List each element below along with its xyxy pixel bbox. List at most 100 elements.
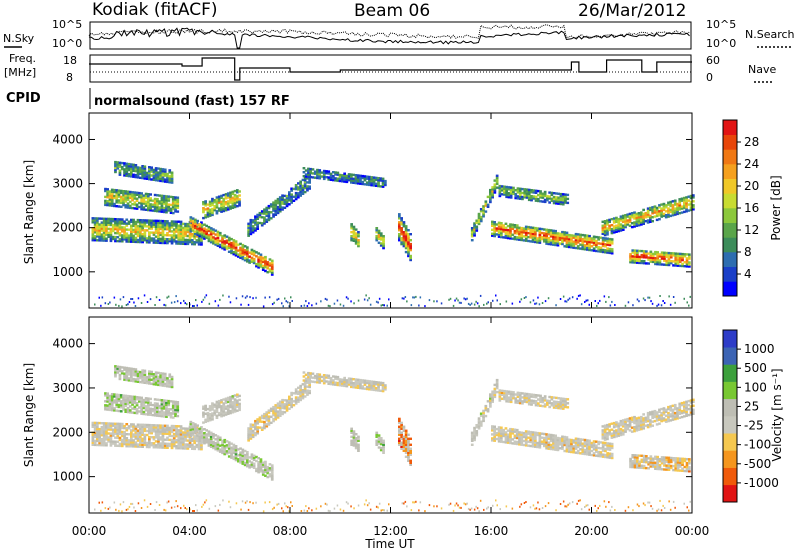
power-cell xyxy=(608,243,612,247)
power-cell xyxy=(656,261,659,264)
power-cell xyxy=(159,171,162,175)
power-cell xyxy=(527,235,530,239)
power-cell xyxy=(473,224,476,227)
velocity-cell xyxy=(93,425,97,429)
power-cell xyxy=(545,240,548,243)
velocity-cell xyxy=(270,464,274,467)
velocity-cell xyxy=(257,465,260,468)
power-cell xyxy=(236,197,239,200)
power-cell xyxy=(100,225,104,228)
velocity-cell xyxy=(255,469,258,473)
power-cell xyxy=(646,209,650,212)
power-cell xyxy=(547,228,551,232)
velocity-cell xyxy=(233,406,237,409)
power-cell xyxy=(204,202,207,205)
power-cell xyxy=(491,224,494,227)
power-cell xyxy=(141,227,144,230)
power-cell xyxy=(102,235,106,238)
velocity-cell xyxy=(251,429,255,433)
power-cell xyxy=(511,227,515,230)
velocity-cell xyxy=(174,410,177,414)
velocity-cell xyxy=(268,469,272,472)
power-cell xyxy=(133,301,135,304)
velocity-cell xyxy=(529,436,533,440)
velocity-cell xyxy=(294,396,298,399)
power-cell xyxy=(188,240,192,244)
power-cell xyxy=(265,212,269,215)
velocity-cell xyxy=(223,444,227,448)
velocity-cell xyxy=(248,460,251,463)
velocity-cell xyxy=(381,385,385,389)
velocity-cell xyxy=(529,434,533,438)
power-cell xyxy=(415,295,417,298)
power-cell xyxy=(175,220,178,223)
power-cell xyxy=(523,196,527,199)
power-cell xyxy=(118,226,122,229)
power-cell xyxy=(270,273,274,276)
power-cell xyxy=(642,297,645,300)
velocity-cell xyxy=(227,447,231,450)
velocity-cell xyxy=(281,398,284,402)
velocity-cell xyxy=(224,407,228,410)
velocity-cell xyxy=(202,405,205,408)
power-cell xyxy=(621,218,625,222)
power-cell xyxy=(545,234,548,237)
power-cell xyxy=(259,259,263,262)
power-cell xyxy=(276,199,280,203)
power-cell xyxy=(152,223,156,226)
power-cell xyxy=(473,228,476,231)
power-cell xyxy=(424,305,426,308)
power-cell xyxy=(621,226,625,229)
power-cell xyxy=(264,261,267,265)
power-cell xyxy=(257,260,260,263)
power-cell xyxy=(492,299,494,302)
velocity-cell xyxy=(567,444,571,447)
power-cell xyxy=(227,246,231,249)
velocity-cell xyxy=(547,437,551,440)
velocity-cell xyxy=(266,467,270,471)
velocity-cell xyxy=(122,396,125,399)
velocity-cell xyxy=(159,432,162,435)
velocity-cell xyxy=(161,428,165,431)
power-cell xyxy=(126,192,130,195)
power-cell xyxy=(336,299,339,302)
velocity-cell xyxy=(200,426,203,429)
power-cell xyxy=(531,228,535,231)
power-cell xyxy=(563,237,567,240)
velocity-cell xyxy=(102,440,106,443)
power-cell xyxy=(100,223,104,226)
velocity-cell xyxy=(334,383,337,386)
power-cell xyxy=(635,212,639,216)
power-cell xyxy=(119,197,123,200)
power-cell xyxy=(637,224,641,227)
power-cell xyxy=(145,221,149,224)
power-cell xyxy=(98,296,100,299)
velocity-cell xyxy=(224,399,228,402)
nsky-line xyxy=(88,27,690,49)
power-cell xyxy=(161,170,165,173)
velocity-cell xyxy=(114,424,117,427)
power-cell xyxy=(161,219,165,223)
power-cell xyxy=(473,226,476,229)
power-cell xyxy=(491,188,494,191)
power-cell xyxy=(402,237,406,240)
power-cell xyxy=(139,221,142,224)
power-cell xyxy=(345,178,349,182)
velocity-cell xyxy=(473,434,476,438)
power-cell xyxy=(130,226,133,229)
power-cell xyxy=(531,240,535,243)
velocity-cell xyxy=(402,437,406,440)
velocity-cell xyxy=(132,423,135,426)
velocity-cell xyxy=(161,378,165,381)
velocity-cell xyxy=(552,434,555,437)
power-cell xyxy=(165,201,168,204)
power-cell xyxy=(610,229,614,233)
velocity-cell xyxy=(350,429,353,432)
velocity-cell xyxy=(265,423,269,426)
power-cell xyxy=(177,242,181,245)
power-cell xyxy=(493,191,497,194)
velocity-cell xyxy=(98,433,101,437)
power-cell xyxy=(114,168,117,172)
velocity-cell xyxy=(554,434,557,437)
